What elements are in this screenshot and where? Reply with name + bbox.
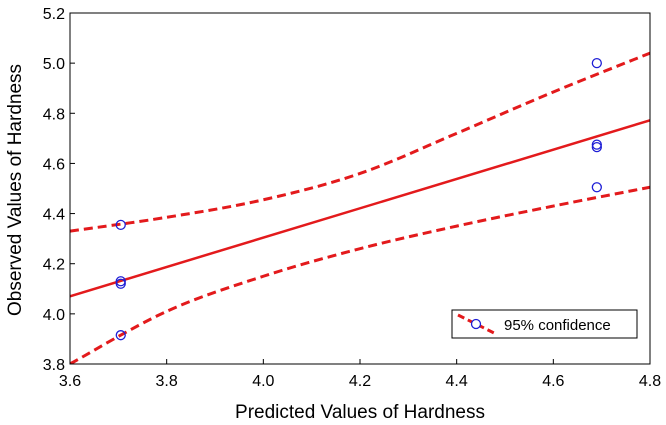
lower-confidence-band [70,185,650,364]
data-point [591,57,602,69]
data-point [591,182,602,193]
data-point [115,330,126,341]
y-tick-label: 5.2 [43,6,65,23]
x-tick-label: 4.2 [349,373,371,390]
y-axis-title: Observed Values of Hardness [5,64,26,316]
data-points [115,57,602,341]
x-tick-label: 4.0 [252,373,274,390]
x-tick-label: 4.6 [542,373,564,390]
data-point [591,141,602,153]
y-tick-label: 4.4 [43,207,65,224]
x-tick-label: 4.4 [446,373,468,390]
upper-confidence-band [70,51,650,233]
y-tick-label: 5.0 [43,56,65,73]
confidence-bands [70,51,650,364]
data-point [115,276,126,287]
legend-marker [470,318,482,330]
y-tick-label: 4.2 [43,257,65,274]
y-tick-label: 4.0 [43,307,65,324]
legend-label: 95% confidence [504,317,611,334]
regression-line [70,119,650,298]
data-point [115,278,126,289]
data-point [591,139,602,150]
legend-line-swatch [457,313,495,335]
x-tick-label: 3.6 [59,373,81,390]
x-tick-label: 4.8 [639,373,661,390]
x-axis-ticks: 3.6 3.8 4.0 4.2 4.4 4.6 4.8 [59,359,661,390]
data-point [115,219,126,231]
legend: 95% confidence [451,309,638,339]
y-tick-label: 3.8 [43,357,65,374]
y-tick-label: 4.6 [43,156,65,173]
x-tick-label: 3.8 [156,373,178,390]
legend-box [451,309,638,339]
x-axis-title: Predicted Values of Hardness [235,402,485,423]
plot-area [70,13,650,364]
y-tick-label: 4.8 [43,106,65,123]
y-axis-ticks: 3.8 4.0 4.2 4.4 4.6 4.8 5.0 5.2 [43,6,75,374]
fit-line-group [70,119,650,298]
